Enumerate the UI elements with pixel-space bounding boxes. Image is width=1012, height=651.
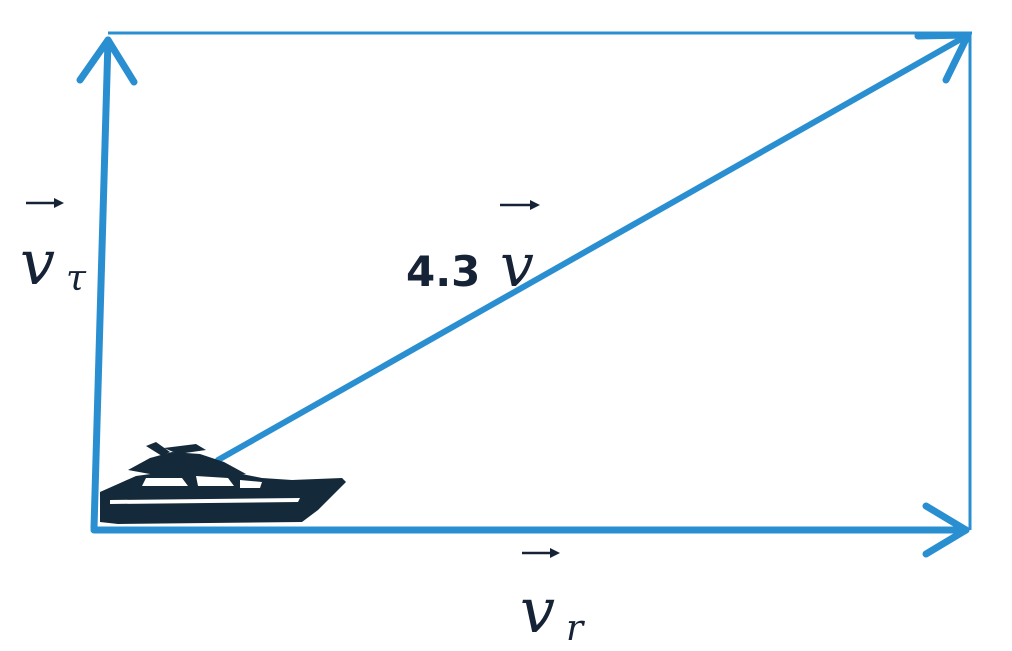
label-v-tau: v τ (20, 198, 87, 299)
label-v-result: 4.3 v (406, 200, 540, 301)
vector-v-tau-arrowhead (76, 36, 138, 86)
v-tau-base: v (20, 226, 55, 299)
vector-v-tau-shaft (90, 36, 112, 532)
v-tau-vector-tip (54, 198, 64, 208)
label-v-r: v r (520, 548, 585, 649)
v-result-coefficient: 4.3 (406, 247, 480, 296)
v-r-vector-tip (550, 548, 560, 558)
v-result-base: v (500, 231, 534, 301)
vector-v-result-shaft (215, 32, 971, 463)
vector-v-r-arrowhead (922, 502, 970, 558)
v-result-vector-tip (530, 200, 540, 210)
boat-icon (100, 442, 346, 524)
v-r-subscript: r (566, 608, 585, 649)
vector-v-result-arrowhead (914, 31, 972, 84)
v-r-base: v (520, 574, 555, 647)
v-tau-subscript: τ (66, 258, 87, 299)
